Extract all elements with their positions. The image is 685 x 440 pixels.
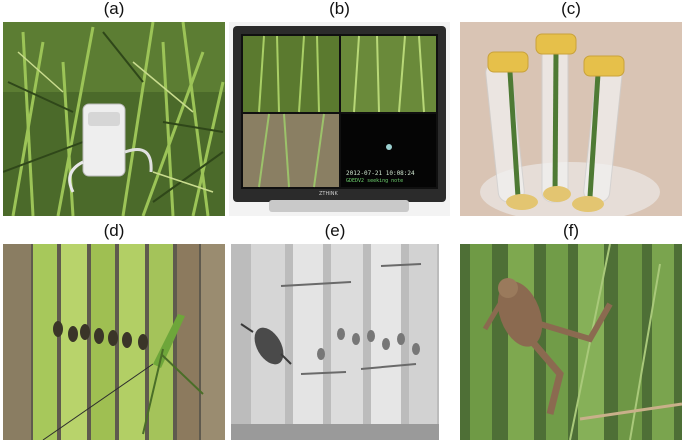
panel-d-label: (d) <box>103 221 125 240</box>
monitor-timestamp: 2012-07-21 10:08:24 <box>346 170 415 177</box>
panel-b: (b) 2012-07-21 10:08:24 GDEDV2 seeking n… <box>229 0 450 216</box>
panel-c-image <box>460 22 682 216</box>
panel-c-label: (c) <box>561 0 581 18</box>
panel-f-label: (f) <box>562 221 580 240</box>
panel-e-label: (e) <box>324 221 346 240</box>
panel-c: (c) <box>460 0 682 216</box>
panel-a: (a) <box>3 0 225 216</box>
panel-e-image <box>231 244 439 440</box>
panel-d: (d) <box>3 222 225 440</box>
panel-e: (e) <box>231 222 439 440</box>
panel-a-label: (a) <box>103 0 125 18</box>
panel-b-image: 2012-07-21 10:08:24 GDEDV2 seeking note … <box>229 22 450 216</box>
panel-f-image <box>460 244 682 440</box>
panel-a-image <box>3 22 225 216</box>
monitor-brand: ZTHINK <box>319 191 338 197</box>
monitor-subline: GDEDV2 seeking note <box>346 178 404 184</box>
panel-f: (f) <box>460 222 682 440</box>
panel-d-image <box>3 244 225 440</box>
panel-b-label: (b) <box>329 0 350 18</box>
